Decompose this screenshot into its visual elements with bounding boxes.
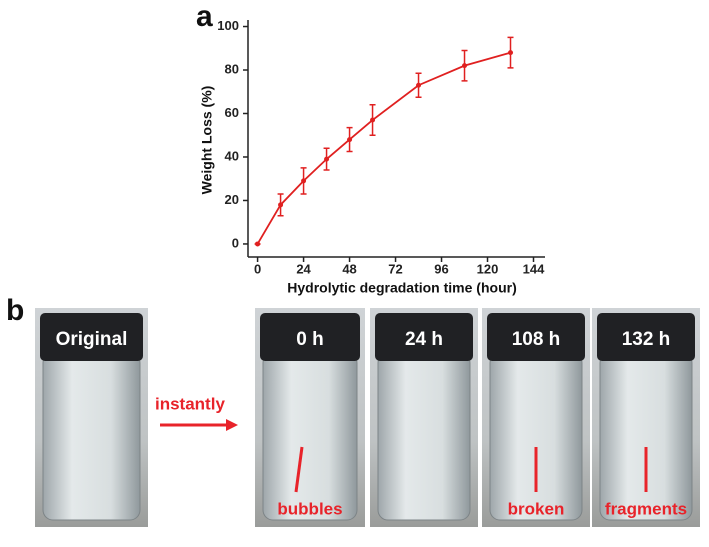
x-tick-label: 144	[523, 261, 545, 276]
vial	[489, 352, 583, 521]
y-tick-label: 80	[225, 61, 239, 76]
point	[508, 50, 514, 56]
photo-label: 0 h	[296, 329, 323, 350]
photo-label: 24 h	[405, 329, 443, 350]
photo-note: broken	[508, 499, 565, 518]
panel-label: b	[6, 294, 24, 327]
photo-label: 132 h	[622, 329, 671, 350]
y-tick-label: 0	[232, 235, 239, 250]
x-tick-label: 96	[434, 261, 448, 276]
point	[278, 202, 284, 208]
point	[416, 82, 422, 88]
cap	[40, 313, 143, 361]
y-tick-label: 100	[217, 18, 239, 33]
vial	[42, 352, 141, 521]
cap	[375, 313, 473, 361]
cap	[597, 313, 695, 361]
point	[347, 137, 353, 143]
x-tick-label: 120	[477, 261, 499, 276]
x-axis-label: Hydrolytic degradation time (hour)	[287, 280, 516, 296]
y-tick-label: 20	[225, 192, 239, 207]
photo-label: Original	[56, 329, 128, 350]
vial	[599, 352, 693, 521]
pointer	[294, 446, 304, 493]
cap	[260, 313, 360, 361]
photo-note: fragments	[605, 499, 687, 518]
arrow	[160, 419, 238, 431]
point	[324, 156, 330, 162]
x-tick-label: 72	[388, 261, 402, 276]
photo-note: bubbles	[277, 499, 342, 518]
panel-label: a	[196, 0, 213, 33]
x-tick-label: 24	[296, 261, 311, 276]
cap	[487, 313, 585, 361]
vial	[377, 352, 471, 521]
point	[370, 117, 376, 123]
y-tick-label: 40	[225, 148, 239, 163]
y-tick-label: 60	[225, 105, 239, 120]
point	[255, 241, 261, 247]
photos: Original 0 h bubbles 24 h 108 h broken 132 h fr…	[35, 308, 700, 527]
x-tick-label: 48	[342, 261, 356, 276]
point	[462, 63, 468, 69]
point	[301, 178, 307, 184]
line	[256, 51, 511, 245]
arrow-label: instantly	[155, 394, 225, 413]
x-tick-label: 0	[254, 261, 261, 276]
y-axis-label: Weight Loss (%)	[199, 86, 215, 195]
vial	[262, 352, 358, 521]
photo-label: 108 h	[512, 329, 561, 350]
